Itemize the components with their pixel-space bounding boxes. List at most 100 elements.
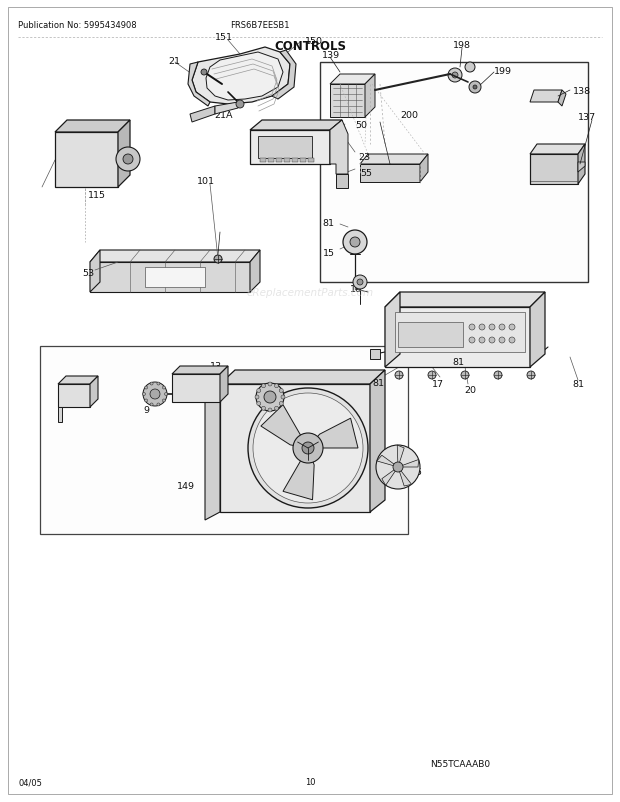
Circle shape xyxy=(479,338,485,343)
Polygon shape xyxy=(220,367,228,403)
Polygon shape xyxy=(382,468,398,486)
Text: 81: 81 xyxy=(452,358,464,367)
Text: 198: 198 xyxy=(453,40,471,50)
Polygon shape xyxy=(172,375,220,403)
Circle shape xyxy=(428,371,436,379)
Circle shape xyxy=(144,387,148,390)
Polygon shape xyxy=(330,75,375,85)
Polygon shape xyxy=(558,91,566,107)
Polygon shape xyxy=(58,407,62,423)
Polygon shape xyxy=(398,468,412,487)
Circle shape xyxy=(164,393,167,396)
Bar xyxy=(292,159,298,163)
Bar xyxy=(284,159,290,163)
Text: 20: 20 xyxy=(464,386,476,395)
Circle shape xyxy=(144,399,148,403)
Polygon shape xyxy=(385,293,545,308)
Polygon shape xyxy=(578,163,585,172)
Polygon shape xyxy=(90,251,260,263)
Circle shape xyxy=(257,389,261,393)
Polygon shape xyxy=(395,313,525,353)
Circle shape xyxy=(499,325,505,330)
Circle shape xyxy=(157,403,160,407)
Circle shape xyxy=(201,70,207,76)
Circle shape xyxy=(279,402,283,406)
Circle shape xyxy=(268,408,272,412)
Text: 55: 55 xyxy=(360,168,372,177)
Circle shape xyxy=(393,463,403,472)
Text: 9: 9 xyxy=(143,406,149,415)
Circle shape xyxy=(214,256,222,264)
Polygon shape xyxy=(58,376,98,384)
Polygon shape xyxy=(530,91,562,103)
Polygon shape xyxy=(336,175,348,188)
Polygon shape xyxy=(377,456,398,468)
Text: 50: 50 xyxy=(355,120,367,129)
Bar xyxy=(300,159,306,163)
Circle shape xyxy=(293,433,323,464)
Polygon shape xyxy=(578,145,585,184)
Circle shape xyxy=(162,387,166,390)
Polygon shape xyxy=(330,85,365,118)
Circle shape xyxy=(262,407,265,411)
Circle shape xyxy=(143,383,167,407)
Text: eReplacementParts.com: eReplacementParts.com xyxy=(246,288,374,298)
Circle shape xyxy=(143,393,146,396)
Text: CONTROLS: CONTROLS xyxy=(274,40,346,54)
Polygon shape xyxy=(118,121,130,188)
Circle shape xyxy=(479,325,485,330)
Polygon shape xyxy=(90,251,100,293)
Circle shape xyxy=(257,402,261,406)
Bar xyxy=(40,346,408,534)
Bar xyxy=(320,63,588,282)
Circle shape xyxy=(116,148,140,172)
Text: 21: 21 xyxy=(168,56,180,66)
Bar xyxy=(398,322,463,347)
Circle shape xyxy=(509,325,515,330)
Circle shape xyxy=(279,389,283,393)
Bar xyxy=(276,159,282,163)
Polygon shape xyxy=(190,107,215,123)
Polygon shape xyxy=(530,293,545,367)
Circle shape xyxy=(527,371,535,379)
Text: 150: 150 xyxy=(305,36,323,46)
Circle shape xyxy=(268,383,272,387)
Polygon shape xyxy=(330,121,348,175)
Circle shape xyxy=(343,231,367,255)
Polygon shape xyxy=(283,448,314,500)
Circle shape xyxy=(473,86,477,90)
Circle shape xyxy=(150,383,153,386)
Text: 16: 16 xyxy=(350,286,362,294)
Polygon shape xyxy=(261,405,308,448)
Polygon shape xyxy=(360,155,428,164)
Text: FRS6B7EESB1: FRS6B7EESB1 xyxy=(230,21,290,30)
Polygon shape xyxy=(188,63,210,107)
Bar xyxy=(370,350,380,359)
Text: 137: 137 xyxy=(578,112,596,121)
Circle shape xyxy=(448,69,462,83)
Circle shape xyxy=(499,338,505,343)
Text: Publication No: 5995434908: Publication No: 5995434908 xyxy=(18,21,136,30)
Text: 8: 8 xyxy=(262,390,268,399)
Text: 10: 10 xyxy=(305,777,315,787)
Text: 81: 81 xyxy=(572,380,584,389)
Polygon shape xyxy=(55,133,118,188)
Circle shape xyxy=(162,399,166,403)
Polygon shape xyxy=(330,121,342,164)
Polygon shape xyxy=(530,145,585,155)
Circle shape xyxy=(281,395,285,399)
Polygon shape xyxy=(397,445,404,468)
Circle shape xyxy=(157,383,160,386)
Text: 199: 199 xyxy=(494,67,512,75)
Polygon shape xyxy=(385,308,530,367)
Polygon shape xyxy=(385,293,400,367)
Circle shape xyxy=(489,338,495,343)
Circle shape xyxy=(376,445,420,489)
Circle shape xyxy=(509,338,515,343)
Circle shape xyxy=(452,73,458,79)
Text: 101: 101 xyxy=(197,176,215,185)
Bar xyxy=(260,159,266,163)
Text: 151: 151 xyxy=(215,34,233,43)
Polygon shape xyxy=(220,371,385,384)
Polygon shape xyxy=(420,155,428,183)
